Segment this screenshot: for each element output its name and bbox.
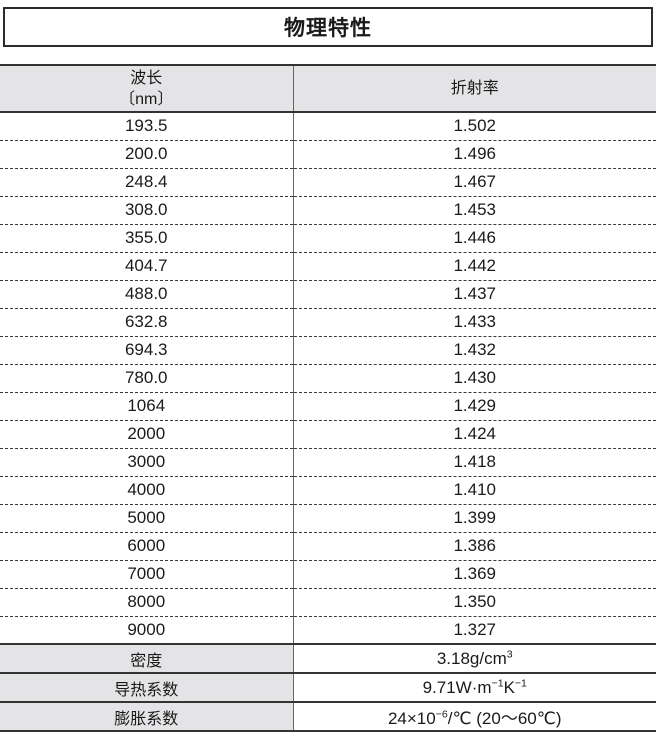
property-rows: 密度 3.18g/cm3 导热系数 9.71W·m−1K−1 膨胀系数 24×1…	[0, 643, 656, 731]
table-row: 8000 1.350	[0, 588, 656, 617]
refractive-index-cell: 1.467	[293, 168, 656, 197]
wavelength-cell: 248.4	[0, 168, 294, 197]
property-label-cell: 导热系数	[0, 672, 294, 702]
column-header-refractive-index: 折射率	[293, 65, 656, 113]
property-label-cell: 膨胀系数	[0, 701, 294, 731]
refractive-index-cell: 1.424	[293, 420, 656, 449]
table-row: 404.7 1.442	[0, 252, 656, 281]
table-row: 7000 1.369	[0, 560, 656, 589]
header-row: 波长 〔nm〕 折射率	[0, 65, 656, 113]
property-value-cell: 3.18g/cm3	[293, 643, 656, 673]
refractive-index-cell: 1.442	[293, 252, 656, 281]
refractive-index-cell: 1.418	[293, 448, 656, 477]
wavelength-cell: 200.0	[0, 140, 294, 169]
column-header-wavelength: 波长 〔nm〕	[0, 65, 294, 113]
wavelength-cell: 6000	[0, 532, 294, 561]
refractive-index-cell: 1.350	[293, 588, 656, 617]
property-row: 密度 3.18g/cm3	[0, 643, 656, 673]
wavelength-cell: 404.7	[0, 252, 294, 281]
refractive-index-cell: 1.446	[293, 224, 656, 253]
table-row: 2000 1.424	[0, 420, 656, 449]
wavelength-cell: 2000	[0, 420, 294, 449]
refractive-index-header-label: 折射率	[450, 80, 499, 97]
refractive-index-cell: 1.502	[293, 112, 656, 141]
table-title: 物理特性	[284, 17, 372, 40]
refractive-index-cell: 1.386	[293, 532, 656, 561]
wavelength-cell: 4000	[0, 476, 294, 505]
wavelength-cell: 8000	[0, 588, 294, 617]
refractive-index-cell: 1.399	[293, 504, 656, 533]
physical-properties-table: 波长 〔nm〕 折射率 193.5 1.502 200.0 1.496 248.…	[0, 64, 656, 732]
refractive-index-cell: 1.410	[293, 476, 656, 505]
refractive-index-cell: 1.496	[293, 140, 656, 169]
wavelength-cell: 632.8	[0, 308, 294, 337]
table-row: 200.0 1.496	[0, 140, 656, 169]
property-row: 导热系数 9.71W·m−1K−1	[0, 672, 656, 702]
wavelength-cell: 488.0	[0, 280, 294, 309]
table-row: 694.3 1.432	[0, 336, 656, 365]
refractive-index-cell: 1.369	[293, 560, 656, 589]
refractive-index-cell: 1.437	[293, 280, 656, 309]
wavelength-cell: 5000	[0, 504, 294, 533]
property-value-cell: 9.71W·m−1K−1	[293, 672, 656, 702]
table-row: 9000 1.327	[0, 616, 656, 645]
table-row: 1064 1.429	[0, 392, 656, 421]
table-row: 632.8 1.433	[0, 308, 656, 337]
refractive-index-cell: 1.433	[293, 308, 656, 337]
wavelength-cell: 9000	[0, 616, 294, 645]
table-row: 3000 1.418	[0, 448, 656, 477]
table-row: 5000 1.399	[0, 504, 656, 533]
wavelength-cell: 3000	[0, 448, 294, 477]
property-row: 膨胀系数 24×10−6/℃ (20～60℃)	[0, 701, 656, 731]
wavelength-cell: 193.5	[0, 112, 294, 141]
refractive-index-cell: 1.432	[293, 336, 656, 365]
table-row: 6000 1.386	[0, 532, 656, 561]
table-title-box: 物理特性	[3, 7, 653, 47]
wavelength-cell: 780.0	[0, 364, 294, 393]
property-label-cell: 密度	[0, 643, 294, 673]
table-row: 248.4 1.467	[0, 168, 656, 197]
wavelength-cell: 355.0	[0, 224, 294, 253]
wavelength-cell: 308.0	[0, 196, 294, 225]
wavelength-cell: 1064	[0, 392, 294, 421]
property-value-cell: 24×10−6/℃ (20～60℃)	[293, 701, 656, 731]
table-row: 4000 1.410	[0, 476, 656, 505]
wavelength-cell: 7000	[0, 560, 294, 589]
refractive-index-cell: 1.430	[293, 364, 656, 393]
data-rows: 193.5 1.502 200.0 1.496 248.4 1.467 308.…	[0, 112, 656, 645]
refractive-index-cell: 1.429	[293, 392, 656, 421]
table-row: 488.0 1.437	[0, 280, 656, 309]
refractive-index-cell: 1.327	[293, 616, 656, 645]
table-row: 193.5 1.502	[0, 112, 656, 141]
wavelength-header-line2: 〔nm〕	[119, 90, 174, 108]
refractive-index-cell: 1.453	[293, 196, 656, 225]
table-row: 780.0 1.430	[0, 364, 656, 393]
table-row: 308.0 1.453	[0, 196, 656, 225]
wavelength-cell: 694.3	[0, 336, 294, 365]
table-row: 355.0 1.446	[0, 224, 656, 253]
wavelength-header-line1: 波长	[130, 69, 163, 87]
